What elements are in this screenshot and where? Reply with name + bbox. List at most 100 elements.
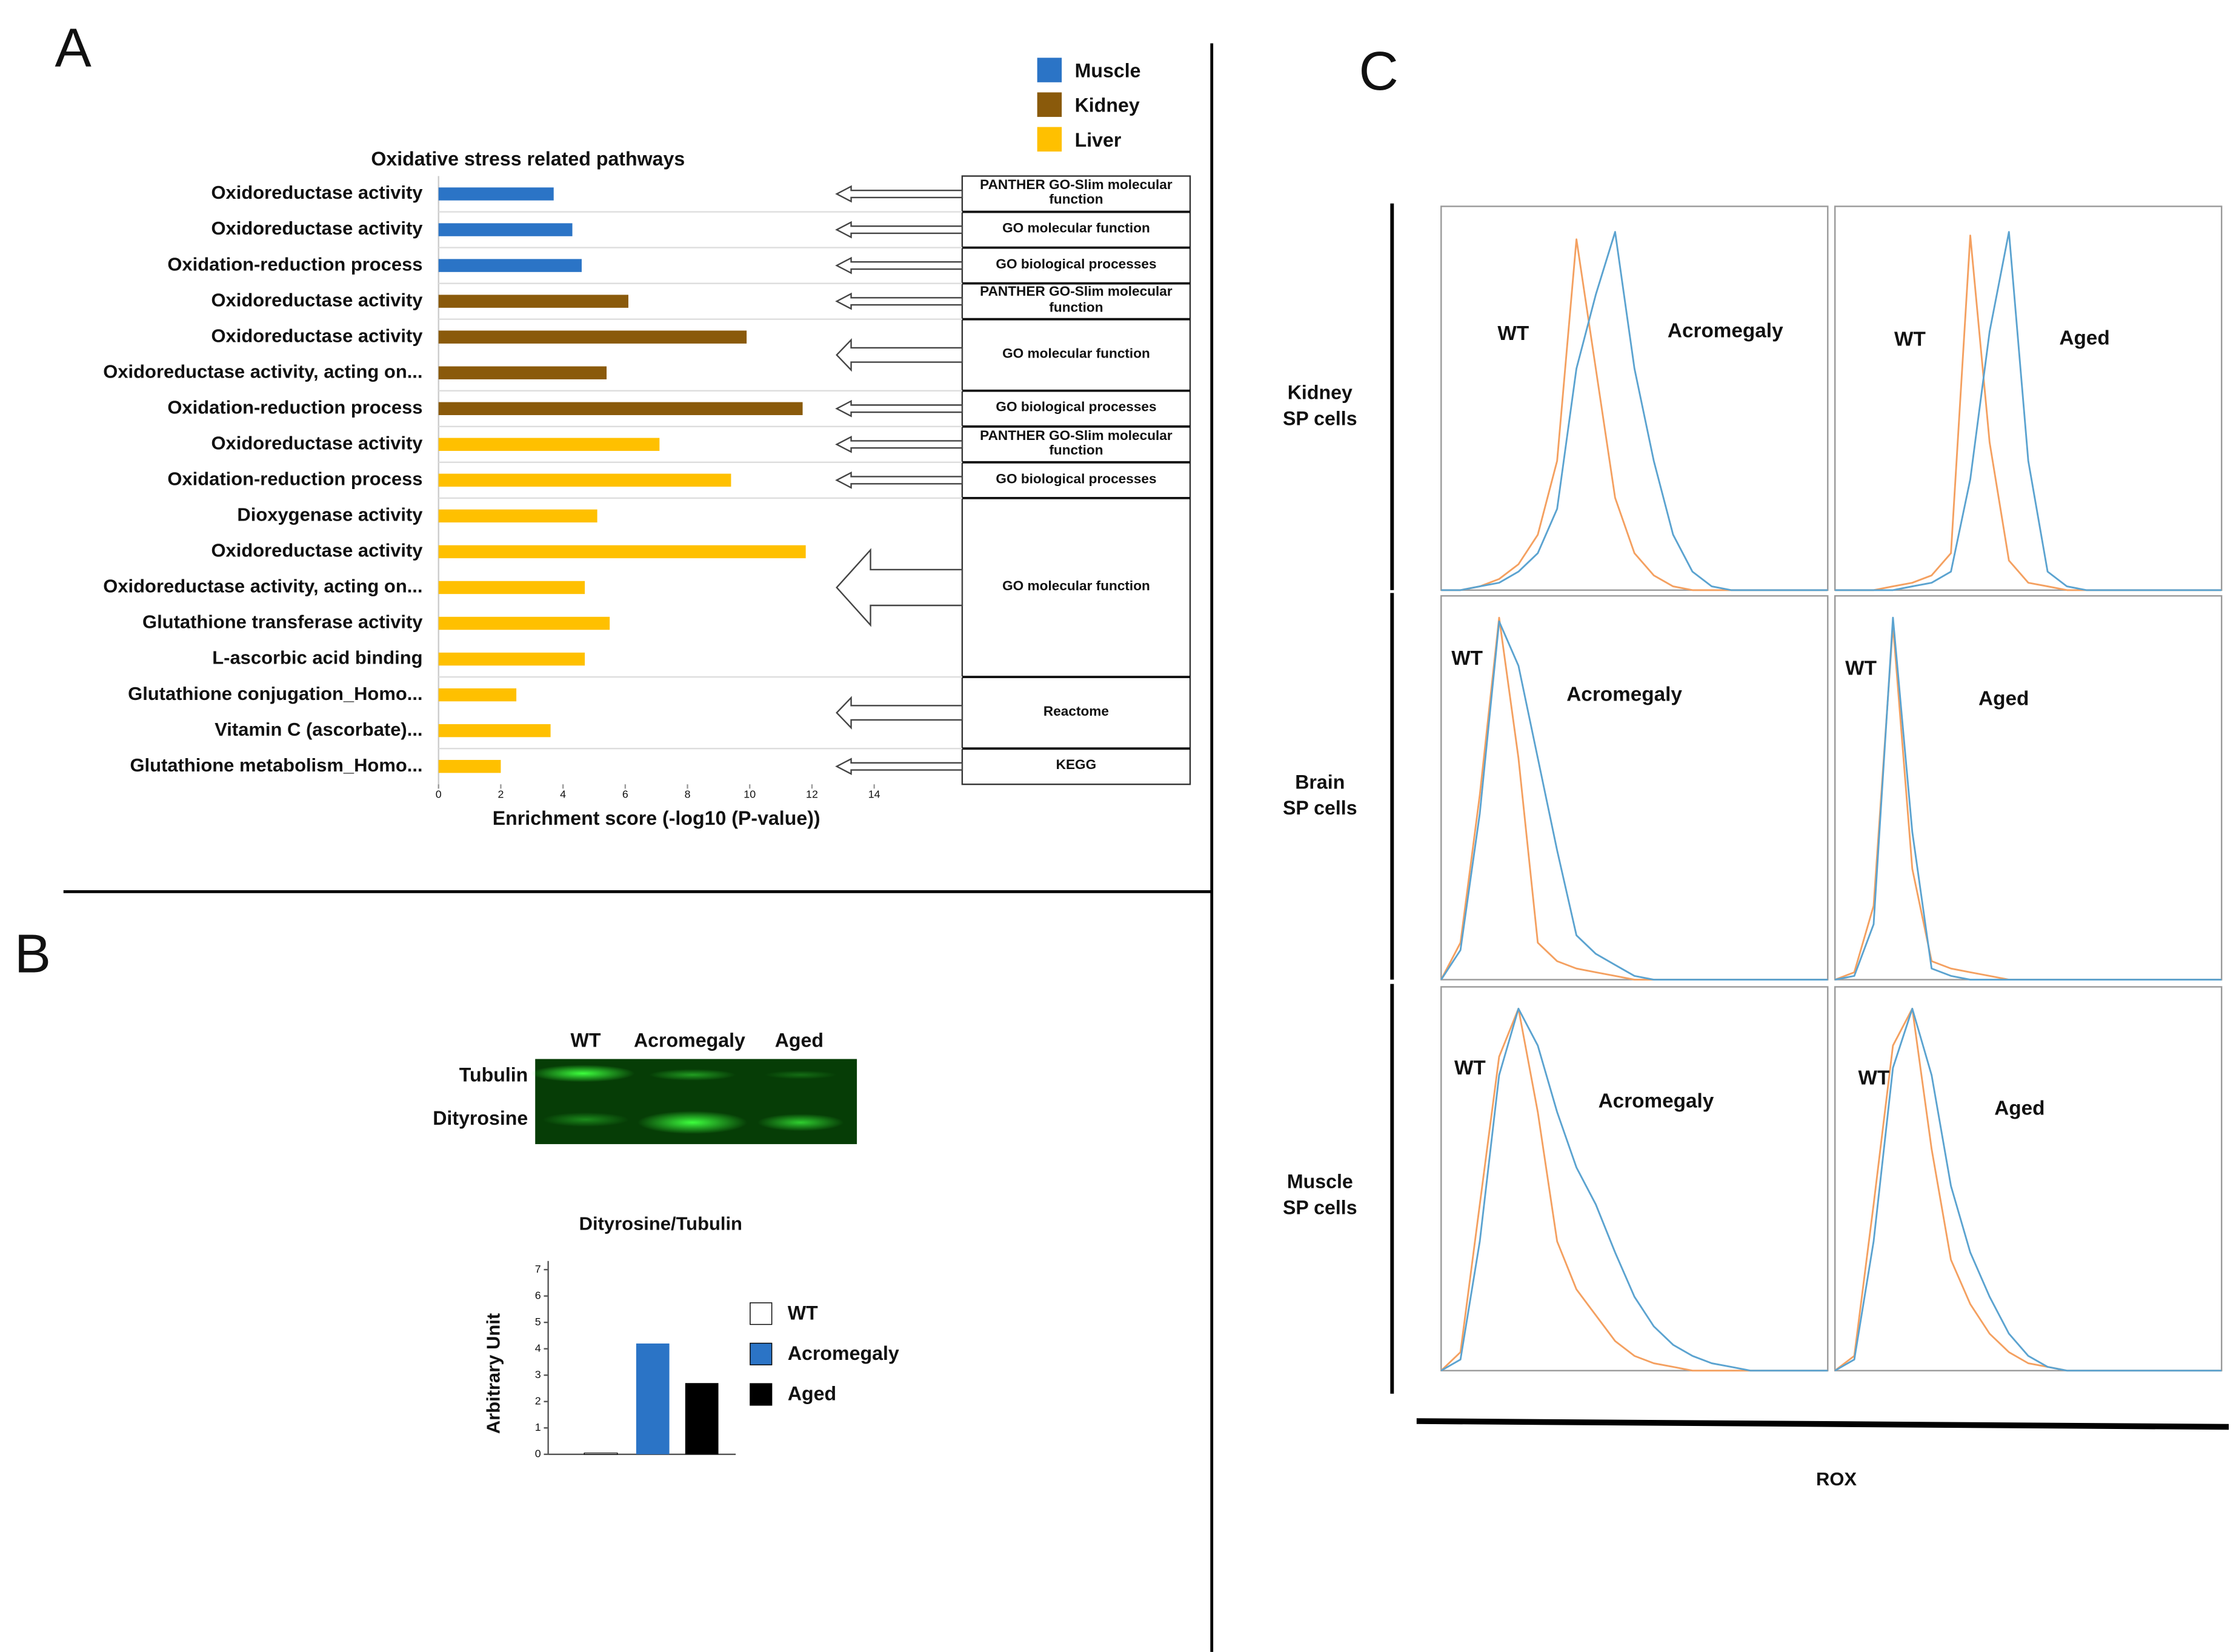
plot-frame xyxy=(1440,595,1829,981)
plot-frame xyxy=(1834,595,2223,981)
category-label: Oxidoreductase activity, acting on... xyxy=(103,361,422,382)
annotation-box: PANTHER GO-Slim molecular function xyxy=(980,284,1173,316)
annotation-label: PANTHER GO-Slim molecular function xyxy=(980,284,1173,316)
y-axis-label: Arbitrary Unit xyxy=(483,1313,504,1434)
bar xyxy=(685,1383,719,1454)
y-tick-label: 7 xyxy=(535,1263,541,1275)
annotation-arrow xyxy=(836,696,963,730)
bar xyxy=(438,473,731,487)
y-tick-label: 4 xyxy=(535,1342,541,1354)
density-curve xyxy=(1440,620,1828,981)
curve-label: Aged xyxy=(1978,687,2029,710)
annotation-box: GO molecular function xyxy=(1002,345,1150,362)
annotation-label: GO molecular function xyxy=(1002,345,1150,362)
category-label: Oxidoreductase activity xyxy=(211,289,423,310)
annotation-label: GO biological processes xyxy=(996,256,1157,273)
x-tick-label: 2 xyxy=(497,788,504,801)
category-label: Oxidoreductase activity, acting on... xyxy=(103,576,422,597)
bar xyxy=(438,724,551,738)
bar xyxy=(438,366,607,379)
category-label: Vitamin C (ascorbate)... xyxy=(215,719,422,740)
curve-label: WT xyxy=(1497,322,1529,345)
y-tick-label: 6 xyxy=(535,1289,541,1301)
annotation-box: GO biological processes xyxy=(996,400,1156,415)
category-label: Oxidoreductase activity xyxy=(211,540,423,561)
blot-band xyxy=(757,1113,844,1131)
density-curve xyxy=(1440,1007,1828,1372)
annotation-label: KEGG xyxy=(1056,757,1097,774)
category-label: Glutathione transferase activity xyxy=(142,611,423,633)
annotation-box: GO molecular function xyxy=(1002,221,1150,237)
blot-row-label: Dityrosine xyxy=(433,1107,528,1129)
bar xyxy=(438,652,585,666)
legend-swatch xyxy=(1037,92,1062,117)
blot-band xyxy=(542,1112,629,1127)
x-tick-label: 12 xyxy=(806,788,818,801)
curve-label: WT xyxy=(1454,1057,1486,1079)
legend-label: WT xyxy=(788,1302,818,1324)
bar xyxy=(438,688,517,702)
x-tick-label: 0 xyxy=(436,788,442,801)
curve-label: Aged xyxy=(1994,1097,2045,1120)
rox-wedge xyxy=(1416,1418,2229,1430)
curve-label: WT xyxy=(1858,1067,1890,1090)
bar xyxy=(438,509,597,523)
bar xyxy=(438,438,660,451)
legend-swatch xyxy=(750,1342,773,1365)
legend-swatch xyxy=(1037,58,1062,82)
curve-label: Aged xyxy=(2059,327,2109,349)
plot-frame xyxy=(1440,205,1829,591)
annotation-box: KEGG xyxy=(1056,757,1097,774)
plot-frame xyxy=(1440,986,1829,1371)
x-tick-label: 8 xyxy=(685,788,691,801)
category-label: Dioxygenase activity xyxy=(237,504,423,525)
row-label: Muscle xyxy=(1287,1171,1353,1193)
row-label: SP cells xyxy=(1283,407,1357,429)
blot-column-label: WT xyxy=(571,1029,601,1051)
annotation-box: PANTHER GO-Slim molecular function xyxy=(980,178,1173,208)
blot-column-label: Aged xyxy=(775,1029,824,1051)
y-tick-label: 2 xyxy=(535,1394,541,1407)
curve-label: WT xyxy=(1894,328,1926,351)
x-axis-label: ROX xyxy=(1816,1468,1857,1490)
curve-label: Acromegaly xyxy=(1668,319,1783,342)
curve-label: Acromegaly xyxy=(1566,683,1682,705)
panel-label: C xyxy=(1359,41,1399,102)
annotation-label: PANTHER GO-Slim molecular function xyxy=(980,428,1173,459)
category-label: Oxidation-reduction process xyxy=(167,396,422,418)
annotation-arrow xyxy=(835,399,963,418)
legend-label: Kidney xyxy=(1075,95,1140,116)
density-curve xyxy=(1835,231,2222,591)
category-label: Glutathione metabolism_Homo... xyxy=(130,754,422,776)
annotation-arrow xyxy=(836,338,963,372)
annotation-label: GO molecular function xyxy=(1002,221,1150,237)
annotation-arrow xyxy=(835,435,963,453)
annotation-arrow xyxy=(835,471,963,489)
bar xyxy=(438,402,803,415)
bar xyxy=(438,581,585,595)
bar xyxy=(438,259,582,272)
curve-label: WT xyxy=(1845,657,1877,679)
chart-title: Oxidative stress related pathways xyxy=(371,148,685,170)
bar xyxy=(584,1452,618,1455)
category-label: Oxidoreductase activity xyxy=(211,325,423,346)
x-tick-label: 6 xyxy=(622,788,628,801)
blot-band xyxy=(764,1070,837,1079)
bar xyxy=(438,545,806,559)
annotation-box: Reactome xyxy=(1043,704,1109,719)
density-curve xyxy=(1834,616,2222,981)
x-tick-label: 14 xyxy=(868,788,880,801)
y-tick-label: 0 xyxy=(535,1447,541,1459)
legend-label: Aged xyxy=(788,1383,836,1405)
annotation-box: PANTHER GO-Slim molecular function xyxy=(980,428,1173,459)
bar xyxy=(438,187,554,201)
legend-swatch xyxy=(750,1383,773,1406)
y-tick-label: 1 xyxy=(535,1421,541,1433)
bar xyxy=(438,616,610,630)
legend-label: Liver xyxy=(1075,129,1122,151)
annotation-arrow xyxy=(836,548,963,627)
x-tick-label: 10 xyxy=(744,788,756,801)
annotation-arrow xyxy=(835,185,963,203)
category-label: Oxidation-reduction process xyxy=(167,468,422,490)
y-tick-label: 3 xyxy=(535,1368,541,1381)
